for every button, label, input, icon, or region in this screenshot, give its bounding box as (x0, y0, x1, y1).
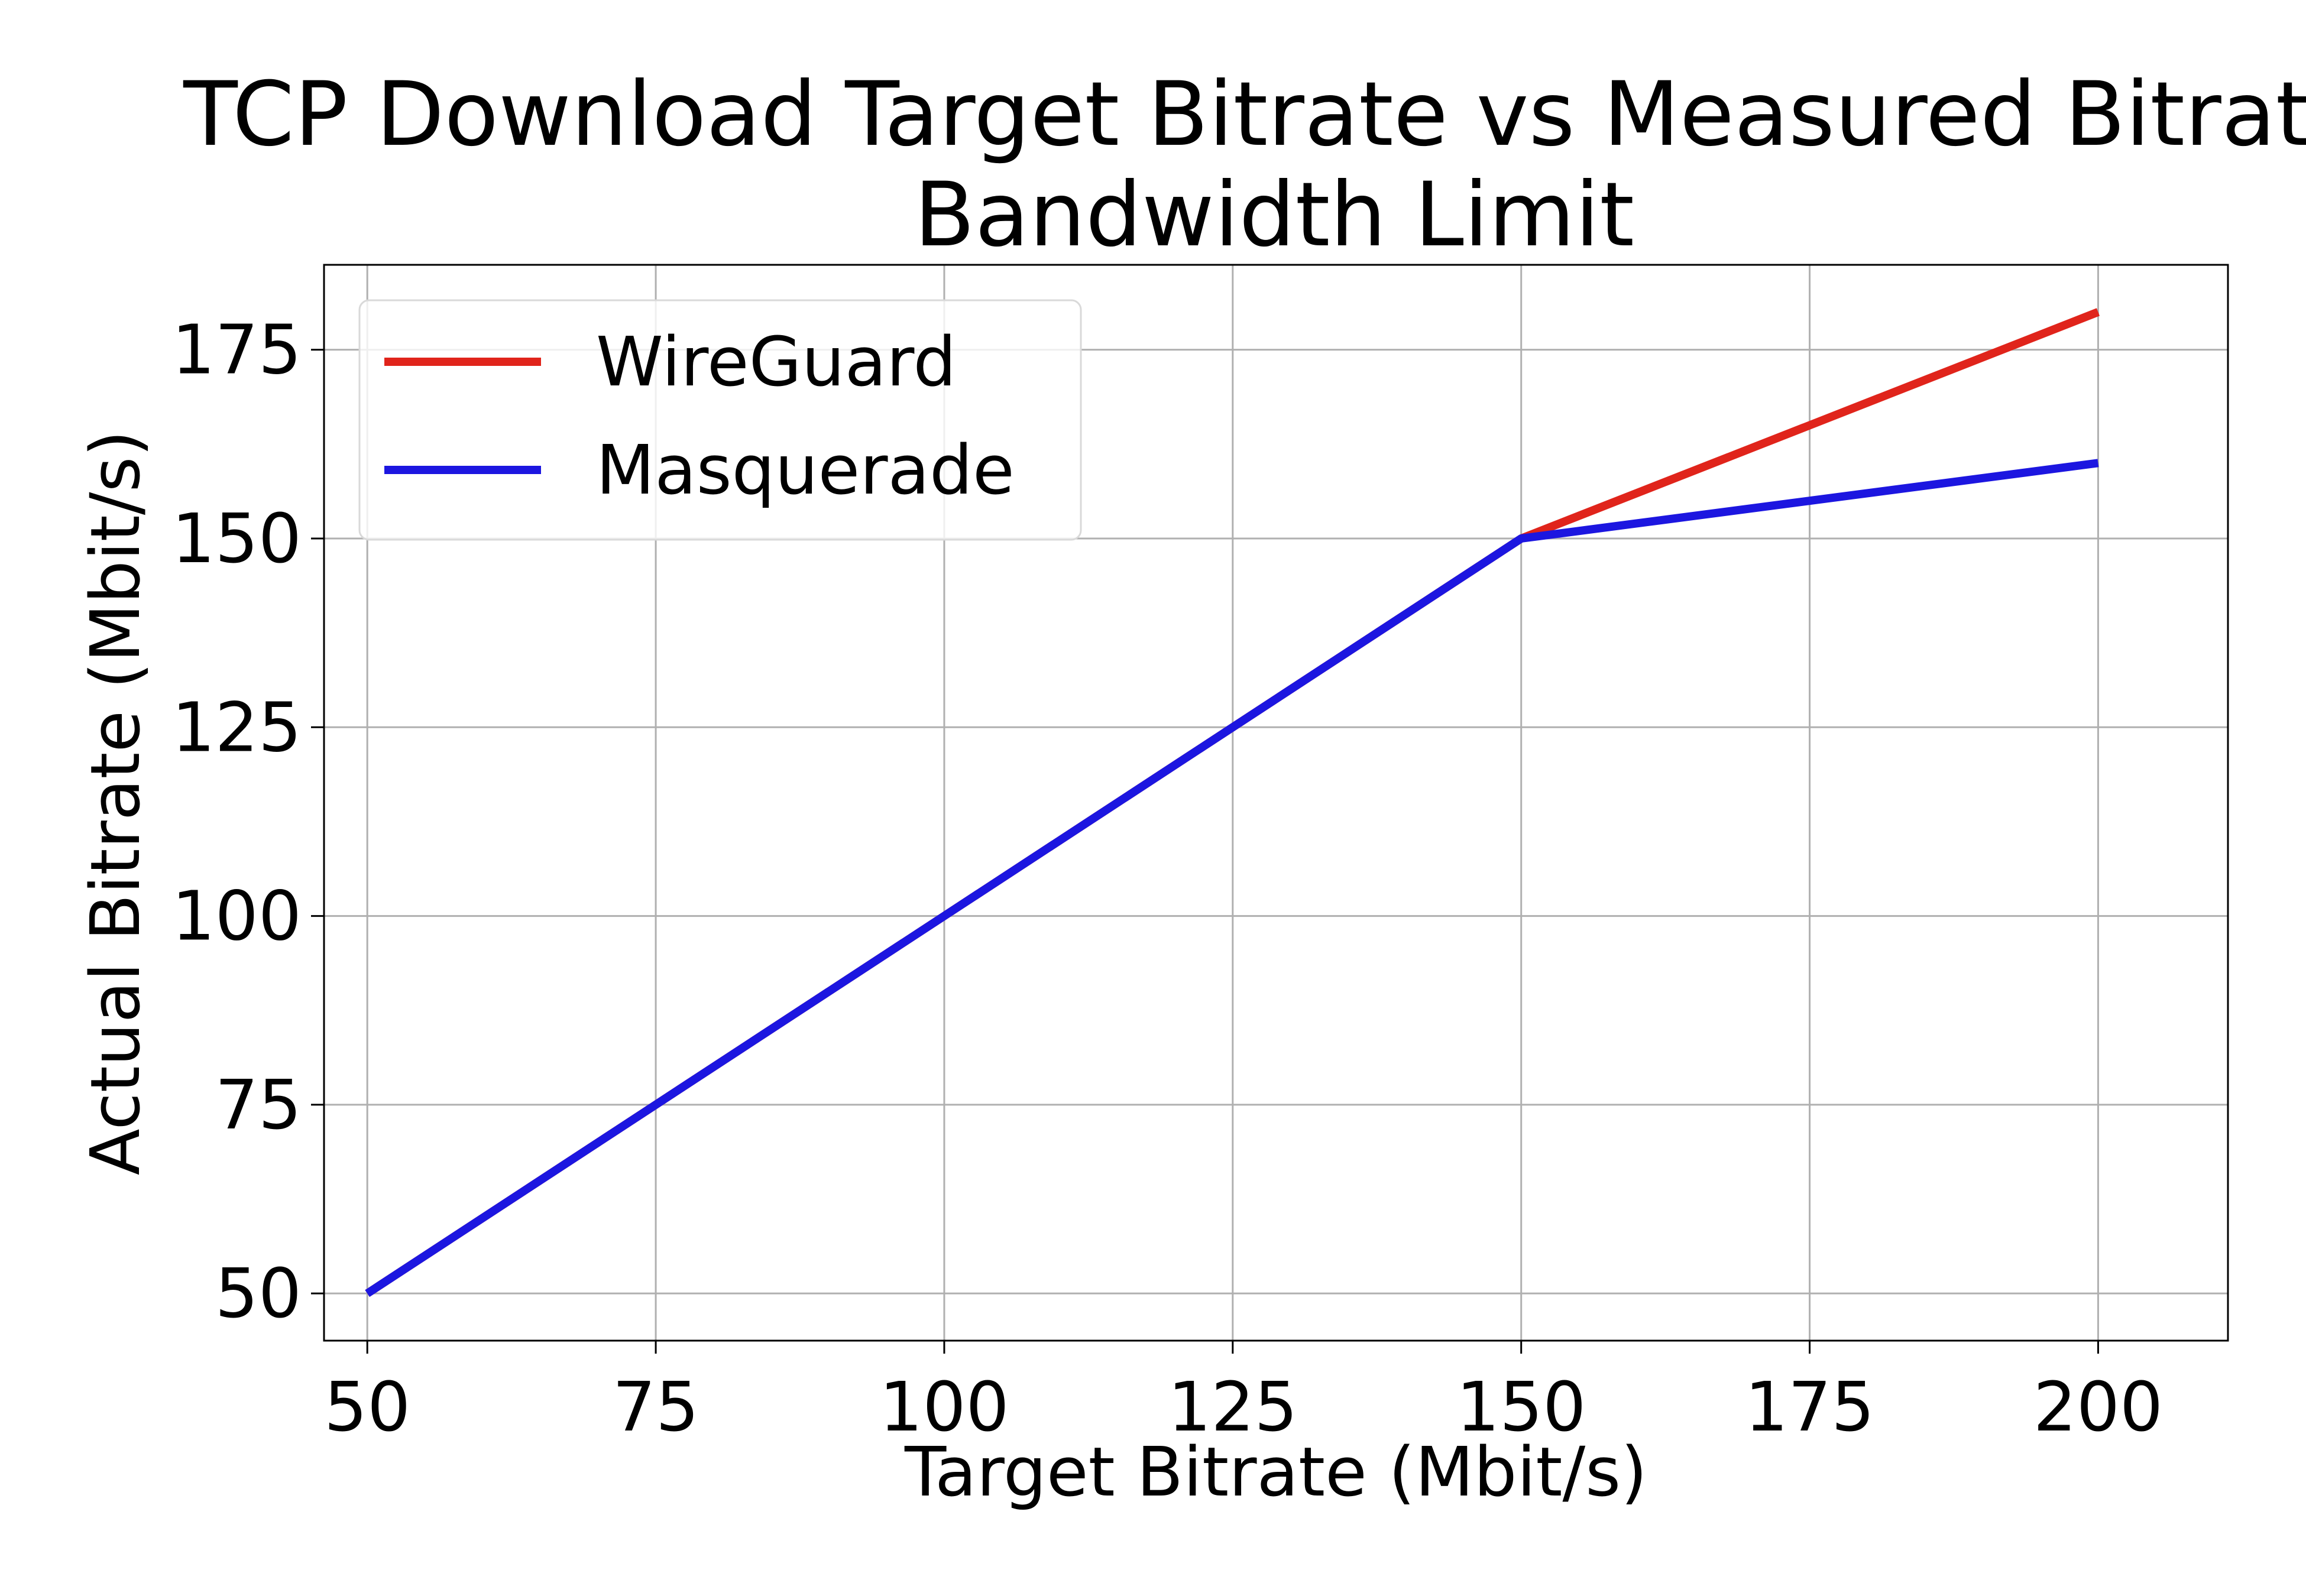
x-tick-label-125: 125 (1168, 1368, 1298, 1447)
y-tick-label-75: 75 (215, 1066, 302, 1145)
y-tick-label-50: 50 (215, 1254, 302, 1334)
y-tick-label-125: 125 (172, 688, 302, 767)
x-tick-label-100: 100 (879, 1368, 1009, 1447)
series-layer (365, 308, 2100, 1297)
series-line-masquerade (365, 459, 2099, 1297)
plot-area-frame (323, 264, 2229, 1342)
legend-label-wireguard: WireGuard (596, 323, 956, 402)
y-tick-label-150: 150 (172, 499, 302, 579)
x-tick-label-75: 75 (613, 1368, 699, 1447)
chart-title-line-2: Bandwidth Limit (914, 164, 1634, 267)
y-axis-label: Actual Bitrate (Mbit/s) (76, 430, 156, 1176)
x-tick-label-200: 200 (2033, 1368, 2164, 1447)
x-tick-label-150: 150 (1456, 1368, 1586, 1447)
y-tick-label-175: 175 (172, 311, 302, 390)
chart-title-line-1: TCP Download Target Bitrate vs Measured … (183, 63, 2306, 166)
y-tick-label-100: 100 (172, 877, 302, 956)
x-axis-label: Target Bitrate (Mbit/s) (904, 1433, 1647, 1512)
legend: WireGuard Masquerade (358, 299, 1082, 541)
legend-label-masquerade: Masquerade (596, 431, 1015, 510)
x-tick-label-50: 50 (324, 1368, 410, 1447)
ticks: 50 75 100 125 150 175 200 50 75 100 125 150 175 (172, 311, 2164, 1447)
x-tick-label-175: 175 (1745, 1368, 1875, 1447)
